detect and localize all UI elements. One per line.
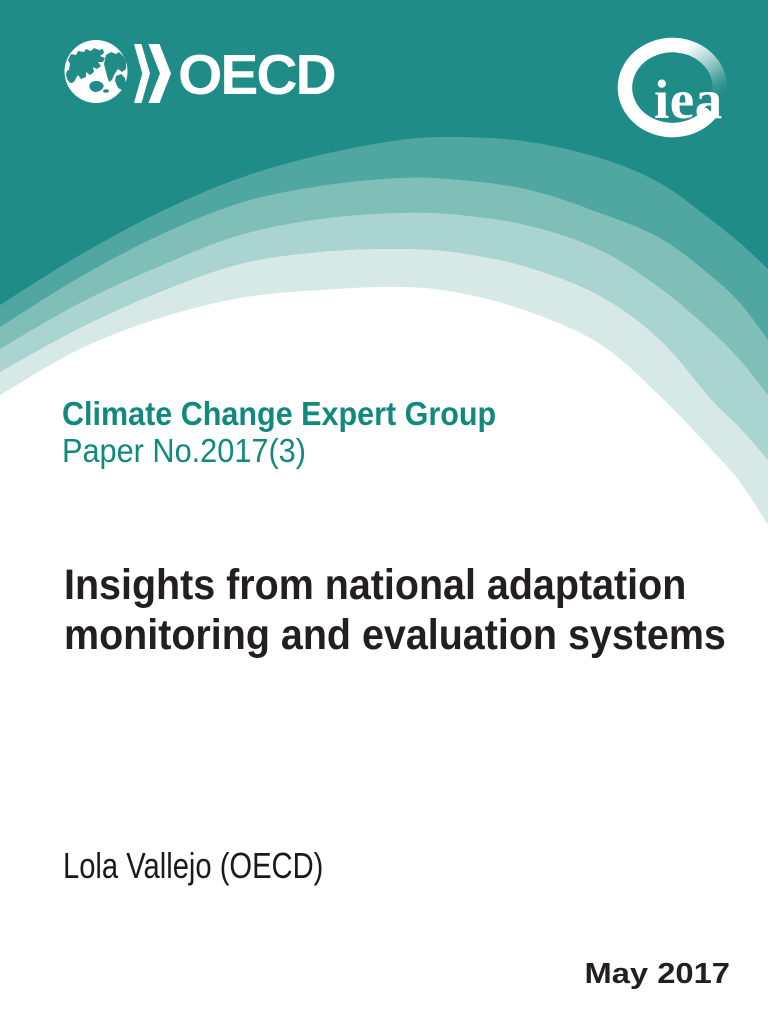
svg-text:OECD: OECD <box>178 43 335 107</box>
svg-text:iea: iea <box>654 69 723 130</box>
